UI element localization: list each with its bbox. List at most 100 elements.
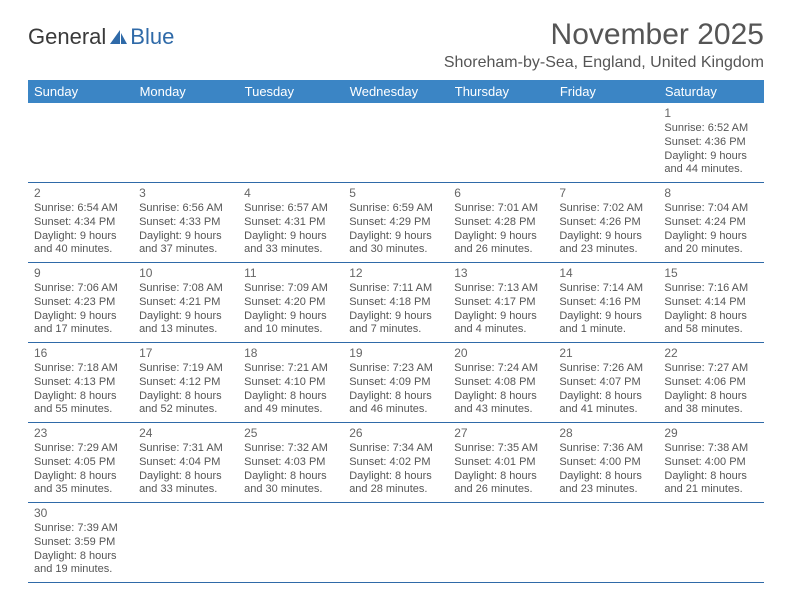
day-header: Wednesday xyxy=(343,80,448,103)
day-number: 16 xyxy=(34,346,127,361)
calendar-cell: 29Sunrise: 7:38 AMSunset: 4:00 PMDayligh… xyxy=(658,423,763,503)
day-number: 13 xyxy=(454,266,547,281)
daylight-line: Daylight: 9 hours xyxy=(34,310,127,324)
daylight-line: and 23 minutes. xyxy=(559,243,652,257)
day-number: 5 xyxy=(349,186,442,201)
day-number: 24 xyxy=(139,426,232,441)
daylight-line: Daylight: 9 hours xyxy=(664,150,757,164)
sunset-line: Sunset: 4:34 PM xyxy=(34,216,127,230)
sunrise-line: Sunrise: 7:16 AM xyxy=(664,282,757,296)
day-header: Sunday xyxy=(28,80,133,103)
sunset-line: Sunset: 4:13 PM xyxy=(34,376,127,390)
calendar-cell: 22Sunrise: 7:27 AMSunset: 4:06 PMDayligh… xyxy=(658,343,763,423)
day-header: Monday xyxy=(133,80,238,103)
calendar-cell: 11Sunrise: 7:09 AMSunset: 4:20 PMDayligh… xyxy=(238,263,343,343)
daylight-line: and 37 minutes. xyxy=(139,243,232,257)
sunset-line: Sunset: 3:59 PM xyxy=(34,536,127,550)
daylight-line: Daylight: 9 hours xyxy=(244,230,337,244)
heading-block: November 2025 Shoreham-by-Sea, England, … xyxy=(444,18,764,72)
calendar-cell-empty xyxy=(28,103,133,183)
daylight-line: Daylight: 9 hours xyxy=(559,310,652,324)
daylight-line: and 26 minutes. xyxy=(454,483,547,497)
sunset-line: Sunset: 4:09 PM xyxy=(349,376,442,390)
month-title: November 2025 xyxy=(444,18,764,52)
sunset-line: Sunset: 4:08 PM xyxy=(454,376,547,390)
sunset-line: Sunset: 4:24 PM xyxy=(664,216,757,230)
daylight-line: Daylight: 9 hours xyxy=(244,310,337,324)
daylight-line: and 38 minutes. xyxy=(664,403,757,417)
sunrise-line: Sunrise: 7:26 AM xyxy=(559,362,652,376)
daylight-line: and 55 minutes. xyxy=(34,403,127,417)
sunset-line: Sunset: 4:17 PM xyxy=(454,296,547,310)
day-number: 21 xyxy=(559,346,652,361)
sunrise-line: Sunrise: 7:39 AM xyxy=(34,522,127,536)
day-header: Saturday xyxy=(658,80,763,103)
calendar-cell: 21Sunrise: 7:26 AMSunset: 4:07 PMDayligh… xyxy=(553,343,658,423)
day-number: 26 xyxy=(349,426,442,441)
calendar-cell: 20Sunrise: 7:24 AMSunset: 4:08 PMDayligh… xyxy=(448,343,553,423)
day-number: 22 xyxy=(664,346,757,361)
sunrise-line: Sunrise: 7:36 AM xyxy=(559,442,652,456)
brand-part2: Blue xyxy=(130,24,174,50)
sunset-line: Sunset: 4:20 PM xyxy=(244,296,337,310)
daylight-line: and 1 minute. xyxy=(559,323,652,337)
day-number: 17 xyxy=(139,346,232,361)
daylight-line: Daylight: 8 hours xyxy=(454,470,547,484)
calendar-cell-empty xyxy=(133,503,238,583)
calendar-cell: 18Sunrise: 7:21 AMSunset: 4:10 PMDayligh… xyxy=(238,343,343,423)
daylight-line: Daylight: 8 hours xyxy=(559,390,652,404)
sunset-line: Sunset: 4:10 PM xyxy=(244,376,337,390)
sunset-line: Sunset: 4:14 PM xyxy=(664,296,757,310)
calendar-cell: 7Sunrise: 7:02 AMSunset: 4:26 PMDaylight… xyxy=(553,183,658,263)
sunrise-line: Sunrise: 6:57 AM xyxy=(244,202,337,216)
sunrise-line: Sunrise: 7:27 AM xyxy=(664,362,757,376)
calendar-cell-empty xyxy=(553,503,658,583)
day-header: Tuesday xyxy=(238,80,343,103)
calendar-cell-empty xyxy=(343,103,448,183)
sunset-line: Sunset: 4:29 PM xyxy=(349,216,442,230)
calendar-cell: 9Sunrise: 7:06 AMSunset: 4:23 PMDaylight… xyxy=(28,263,133,343)
sunset-line: Sunset: 4:02 PM xyxy=(349,456,442,470)
day-number: 15 xyxy=(664,266,757,281)
calendar-cell: 8Sunrise: 7:04 AMSunset: 4:24 PMDaylight… xyxy=(658,183,763,263)
calendar-cell: 26Sunrise: 7:34 AMSunset: 4:02 PMDayligh… xyxy=(343,423,448,503)
daylight-line: Daylight: 8 hours xyxy=(559,470,652,484)
day-number: 12 xyxy=(349,266,442,281)
calendar-cell: 5Sunrise: 6:59 AMSunset: 4:29 PMDaylight… xyxy=(343,183,448,263)
calendar-cell: 13Sunrise: 7:13 AMSunset: 4:17 PMDayligh… xyxy=(448,263,553,343)
day-number: 7 xyxy=(559,186,652,201)
day-number: 30 xyxy=(34,506,127,521)
sunset-line: Sunset: 4:33 PM xyxy=(139,216,232,230)
calendar-cell: 17Sunrise: 7:19 AMSunset: 4:12 PMDayligh… xyxy=(133,343,238,423)
day-number: 1 xyxy=(664,106,757,121)
calendar-cell: 19Sunrise: 7:23 AMSunset: 4:09 PMDayligh… xyxy=(343,343,448,423)
sunrise-line: Sunrise: 7:08 AM xyxy=(139,282,232,296)
sunrise-line: Sunrise: 7:14 AM xyxy=(559,282,652,296)
calendar-cell: 24Sunrise: 7:31 AMSunset: 4:04 PMDayligh… xyxy=(133,423,238,503)
calendar-cell-empty xyxy=(238,503,343,583)
daylight-line: and 17 minutes. xyxy=(34,323,127,337)
calendar-week: 9Sunrise: 7:06 AMSunset: 4:23 PMDaylight… xyxy=(28,263,764,343)
day-number: 25 xyxy=(244,426,337,441)
calendar-week: 1Sunrise: 6:52 AMSunset: 4:36 PMDaylight… xyxy=(28,103,764,183)
day-number: 6 xyxy=(454,186,547,201)
day-number: 29 xyxy=(664,426,757,441)
location-subtitle: Shoreham-by-Sea, England, United Kingdom xyxy=(444,54,764,72)
sunset-line: Sunset: 4:23 PM xyxy=(34,296,127,310)
calendar-cell-empty xyxy=(133,103,238,183)
daylight-line: and 40 minutes. xyxy=(34,243,127,257)
day-number: 18 xyxy=(244,346,337,361)
sunset-line: Sunset: 4:18 PM xyxy=(349,296,442,310)
calendar-cell: 12Sunrise: 7:11 AMSunset: 4:18 PMDayligh… xyxy=(343,263,448,343)
calendar-cell: 16Sunrise: 7:18 AMSunset: 4:13 PMDayligh… xyxy=(28,343,133,423)
sunset-line: Sunset: 4:31 PM xyxy=(244,216,337,230)
daylight-line: Daylight: 8 hours xyxy=(244,390,337,404)
calendar-cell-empty xyxy=(448,103,553,183)
sunrise-line: Sunrise: 7:11 AM xyxy=(349,282,442,296)
daylight-line: Daylight: 8 hours xyxy=(664,310,757,324)
day-number: 10 xyxy=(139,266,232,281)
daylight-line: Daylight: 9 hours xyxy=(349,230,442,244)
day-number: 28 xyxy=(559,426,652,441)
daylight-line: Daylight: 9 hours xyxy=(454,230,547,244)
daylight-line: Daylight: 9 hours xyxy=(664,230,757,244)
